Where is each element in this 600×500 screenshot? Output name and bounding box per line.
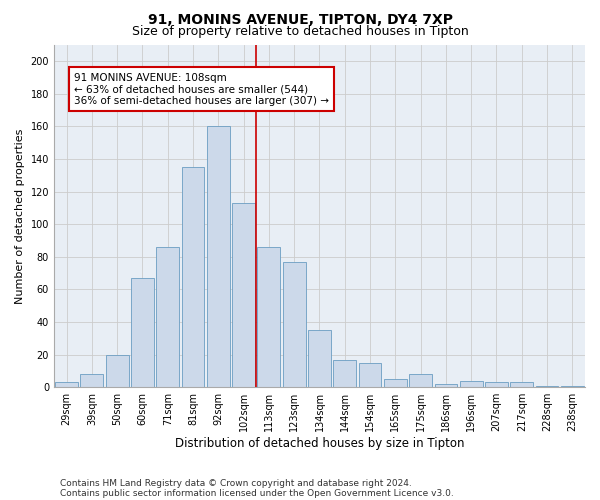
Bar <box>536 386 559 387</box>
Text: Contains HM Land Registry data © Crown copyright and database right 2024.: Contains HM Land Registry data © Crown c… <box>60 478 412 488</box>
Bar <box>434 384 457 387</box>
Bar <box>257 247 280 387</box>
Bar <box>561 386 584 387</box>
Bar <box>131 278 154 387</box>
Bar <box>334 360 356 387</box>
Bar <box>384 379 407 387</box>
Y-axis label: Number of detached properties: Number of detached properties <box>15 128 25 304</box>
Bar <box>182 167 205 387</box>
Bar <box>80 374 103 387</box>
X-axis label: Distribution of detached houses by size in Tipton: Distribution of detached houses by size … <box>175 437 464 450</box>
Bar <box>359 363 382 387</box>
Text: 91, MONINS AVENUE, TIPTON, DY4 7XP: 91, MONINS AVENUE, TIPTON, DY4 7XP <box>148 12 452 26</box>
Bar <box>232 203 255 387</box>
Bar <box>409 374 432 387</box>
Bar <box>157 247 179 387</box>
Bar <box>485 382 508 387</box>
Bar <box>207 126 230 387</box>
Bar <box>308 330 331 387</box>
Bar <box>460 380 482 387</box>
Bar <box>55 382 78 387</box>
Bar <box>511 382 533 387</box>
Bar <box>106 354 128 387</box>
Text: 91 MONINS AVENUE: 108sqm
← 63% of detached houses are smaller (544)
36% of semi-: 91 MONINS AVENUE: 108sqm ← 63% of detach… <box>74 72 329 106</box>
Bar <box>283 262 305 387</box>
Text: Size of property relative to detached houses in Tipton: Size of property relative to detached ho… <box>131 25 469 38</box>
Text: Contains public sector information licensed under the Open Government Licence v3: Contains public sector information licen… <box>60 488 454 498</box>
